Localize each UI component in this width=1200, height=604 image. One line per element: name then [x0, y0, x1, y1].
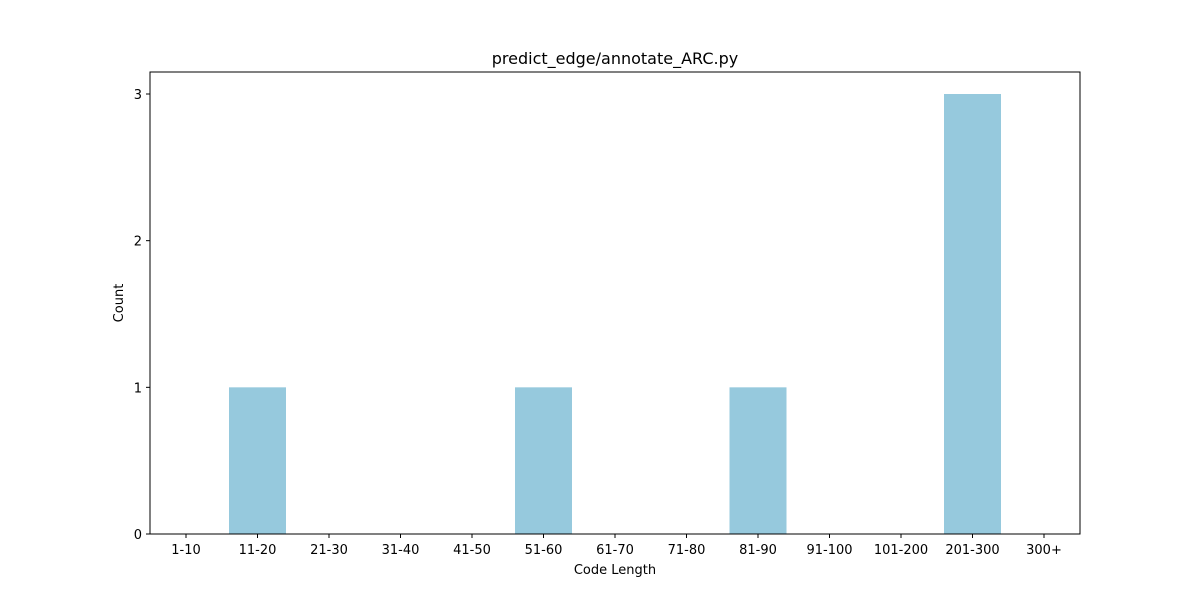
y-tick-label: 0 [134, 528, 142, 543]
x-tick-label: 51-60 [525, 543, 563, 558]
x-tick-label: 21-30 [310, 543, 348, 558]
y-axis-title: Count [112, 284, 127, 323]
x-tick-label: 41-50 [453, 543, 491, 558]
x-tick-label: 300+ [1026, 543, 1062, 558]
plot-frame [149, 71, 1081, 535]
x-tick-label: 71-80 [668, 543, 706, 558]
bar-51-60 [515, 387, 572, 534]
x-tick-label: 91-100 [806, 543, 852, 558]
y-axis: 0 1 2 3 [134, 88, 150, 543]
x-tick-label: 201-300 [945, 543, 999, 558]
bar-201-300 [944, 94, 1001, 534]
x-tick-label: 11-20 [239, 543, 277, 558]
bars-group [229, 94, 1001, 534]
y-tick-label: 1 [134, 381, 142, 396]
bar-11-20 [229, 387, 286, 534]
x-tick-label: 81-90 [739, 543, 777, 558]
y-tick-label: 3 [134, 88, 142, 103]
x-axis-title: Code Length [574, 563, 656, 578]
x-tick-label: 1-10 [171, 543, 201, 558]
x-axis: 1-10 11-20 21-30 31-40 41-50 51-60 61-70 71-80 8… [171, 534, 1062, 558]
chart-title: predict_edge/annotate_ARC.py [492, 49, 739, 69]
x-tick-label: 31-40 [382, 543, 420, 558]
x-tick-label: 61-70 [596, 543, 634, 558]
y-tick-label: 2 [134, 235, 142, 250]
x-tick-label: 101-200 [874, 543, 928, 558]
bar-81-90 [729, 387, 787, 534]
